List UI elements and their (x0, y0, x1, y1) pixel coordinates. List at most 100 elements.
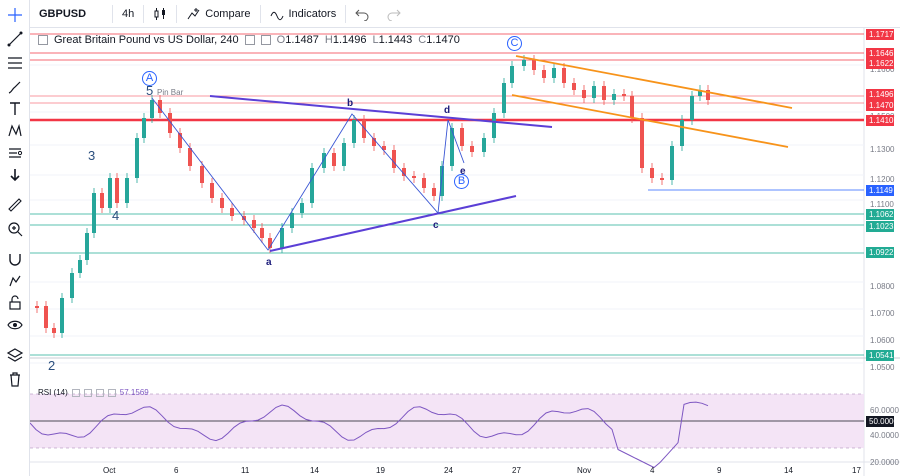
time-tick: 24 (444, 466, 453, 475)
ruler-icon[interactable] (6, 196, 24, 214)
candle-body (60, 298, 64, 333)
price-tag-1149: 1.1149 (866, 185, 894, 196)
indicators-button[interactable]: Indicators (261, 0, 346, 28)
candle-body (35, 306, 39, 308)
candle-body (310, 168, 314, 203)
trend-line-icon[interactable] (6, 30, 24, 48)
candle-body (92, 193, 96, 233)
rsi-more-icon[interactable] (107, 388, 116, 397)
candle-body (280, 228, 284, 248)
divider (112, 4, 113, 23)
price-chart[interactable]: Great Britain Pound vs US Dollar, 240 O1… (30, 28, 900, 476)
rsi-legend: RSI (14) 57.1569 (38, 388, 149, 397)
time-tick: Nov (577, 466, 592, 475)
candle-body (660, 178, 664, 180)
rsi-visibility-icon[interactable] (71, 388, 80, 397)
eye-icon[interactable] (6, 316, 24, 334)
wave-label-d: d (444, 105, 451, 116)
divider (143, 4, 145, 23)
legend-close-icon[interactable] (260, 35, 271, 45)
legend-settings-icon[interactable] (244, 35, 255, 45)
text-tool-icon[interactable] (6, 100, 24, 118)
price-tag-1622: 1.1622 (866, 58, 894, 69)
time-tick: 19 (376, 466, 385, 475)
compare-button[interactable]: Compare (177, 0, 259, 28)
candle-body (220, 198, 224, 208)
candle-body (260, 228, 264, 238)
interval-button[interactable]: 4h (113, 0, 143, 28)
wave-label-e: e (460, 166, 466, 177)
candle-body (450, 128, 454, 166)
undo-button[interactable] (346, 0, 378, 28)
price-tag-1410: 1.1410 (866, 115, 894, 126)
pattern-tool-icon[interactable] (6, 122, 24, 140)
prediction-tool-icon[interactable] (6, 144, 24, 162)
top-toolbar: GBPUSD 4h Compare Indicators (30, 0, 900, 28)
candle-body (502, 83, 506, 113)
rsi-tag-50: 50.0000 (866, 416, 898, 427)
candle-body (402, 168, 406, 176)
candle-body (592, 86, 596, 98)
wave-label-3: 3 (88, 148, 96, 163)
wave-label-4: 4 (112, 208, 120, 223)
price-tag-1023: 1.1023 (866, 221, 894, 232)
wave-label-c: c (433, 220, 439, 231)
candle-body (470, 146, 474, 152)
magnet-icon[interactable] (6, 250, 24, 268)
redo-icon (387, 9, 401, 21)
candle-body (200, 166, 204, 183)
ohlc-high: H1.1496 (324, 34, 367, 46)
price-tag-1470: 1.1470 (866, 100, 894, 111)
brush-icon[interactable] (6, 78, 24, 96)
layers-icon[interactable] (6, 346, 24, 364)
rsi-line (30, 401, 709, 469)
price-tag-1646: 1.1646 (866, 48, 894, 59)
divider (176, 4, 178, 23)
triangle-upper-line[interactable] (209, 95, 553, 128)
candle-body (158, 100, 162, 113)
trash-icon[interactable] (6, 370, 24, 388)
redo-button[interactable] (378, 0, 410, 28)
candle-body (522, 60, 526, 66)
candle-body (342, 143, 346, 166)
candle-body (432, 188, 436, 196)
price-tick: 1.0500 (870, 363, 895, 372)
channel-lower-line[interactable] (511, 94, 789, 148)
divider (345, 4, 347, 23)
rsi-close-icon[interactable] (95, 388, 104, 397)
candle-body (602, 86, 606, 100)
channel-upper-line[interactable] (515, 55, 793, 109)
price-tick: 1.0700 (870, 309, 895, 318)
compare-icon (187, 7, 200, 19)
rsi-settings-icon[interactable] (83, 388, 92, 397)
abcde-wave-path[interactable] (151, 97, 465, 251)
crosshair-icon[interactable] (6, 6, 24, 24)
wave-circle-b: B (454, 174, 469, 189)
candle-body (70, 273, 74, 298)
symbol-search[interactable]: GBPUSD (30, 0, 112, 28)
ohlc-close: C1.1470 (418, 34, 460, 46)
time-tick: Oct (103, 466, 116, 475)
candle-body (78, 260, 82, 273)
arrow-down-icon[interactable] (6, 166, 24, 184)
triangle-lower-line[interactable] (269, 195, 517, 252)
legend-collapse-icon[interactable] (38, 35, 48, 45)
fib-retracement-icon[interactable] (6, 54, 24, 72)
rsi-label: RSI (14) (38, 388, 68, 397)
zoom-in-icon[interactable] (6, 220, 24, 238)
price-tag-1062: 1.1062 (866, 209, 894, 220)
price-tick: 1.0600 (870, 336, 895, 345)
chart-canvas[interactable] (30, 28, 900, 476)
candle-body (210, 183, 214, 198)
candle-body (44, 306, 48, 328)
chart-type-button[interactable] (144, 0, 176, 28)
candle-body (440, 166, 444, 196)
wave-label-2: 2 (48, 358, 56, 373)
price-tag-1717: 1.1717 (866, 29, 894, 40)
stay-drawing-icon[interactable] (6, 272, 24, 290)
candle-body (706, 90, 710, 100)
undo-icon (355, 9, 369, 21)
lock-icon[interactable] (6, 294, 24, 312)
wave-circle-a: A (142, 71, 157, 86)
interval-label: 4h (122, 7, 135, 20)
